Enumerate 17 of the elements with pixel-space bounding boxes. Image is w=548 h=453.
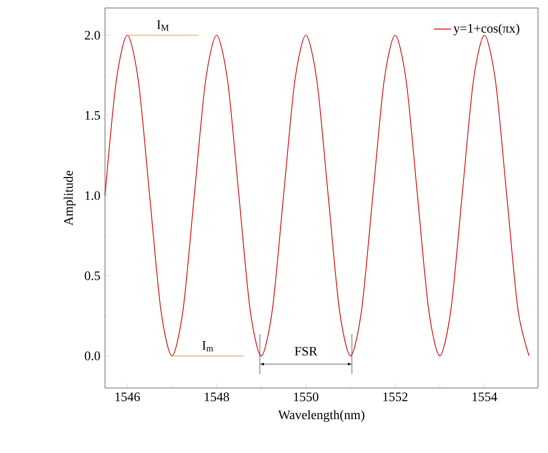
annotation: FSR: [294, 346, 318, 356]
x-tick-label: 1548: [204, 392, 230, 402]
x-tick-label: 1550: [294, 392, 318, 402]
x-axis-title: Wavelength(nm): [278, 410, 364, 422]
ref-line-label: I$_{m}$: [202, 341, 214, 352]
y-tick-label: 1.5: [85, 111, 100, 120]
x-tick-label: 1546: [116, 392, 140, 402]
legend-label: y=1+cos(πx): [454, 24, 520, 36]
y-axis-title: Amplitude: [64, 170, 76, 226]
y-tick-label: 2.0: [84, 30, 100, 40]
x-tick-label: 1554: [472, 392, 498, 402]
ref-line-label: I$_{M}$: [157, 20, 169, 31]
line-series: [104, 34, 530, 356]
y-tick-label: 0.0: [84, 352, 100, 360]
y-tick-label: 1.0: [85, 191, 100, 200]
x-tick-label: 1552: [383, 392, 408, 402]
y-tick-label: 0.5: [84, 271, 100, 280]
